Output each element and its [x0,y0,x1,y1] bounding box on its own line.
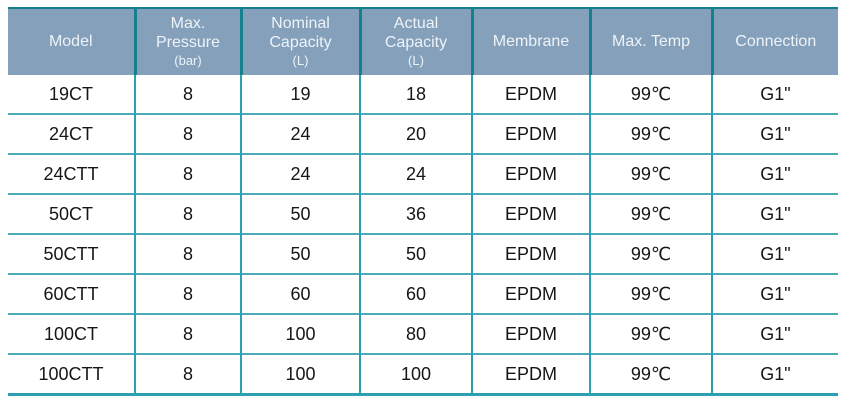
cell-nominal-capacity: 24 [241,153,361,194]
header-row: Model Max. Pressure (bar) Nominal Capacity (L)… [8,7,838,75]
table-body: 19CT 8 19 18 EPDM 99℃ G1" 24CT 8 24 20 EPDM 99℃ G1" 24… [8,75,838,396]
cell-membrane: EPDM [472,75,591,114]
cell-nominal-capacity: 50 [241,193,361,234]
cell-connection: G1" [712,273,838,314]
cell-max-temp: 99℃ [590,153,713,194]
column-header-title: Membrane [492,32,570,50]
cell-max-temp: 99℃ [590,353,713,396]
table-row: 50CTT 8 50 50 EPDM 99℃ G1" [8,233,838,274]
cell-nominal-capacity: 60 [241,273,361,314]
cell-actual-capacity: 60 [360,273,473,314]
table-header: Model Max. Pressure (bar) Nominal Capacity (L)… [8,7,838,75]
cell-max-temp: 99℃ [590,75,713,114]
cell-membrane: EPDM [472,353,591,396]
cell-max-temp: 99℃ [590,233,713,274]
cell-max-temp: 99℃ [590,193,713,234]
cell-membrane: EPDM [472,113,591,154]
cell-model: 19CT [8,75,136,114]
column-header-title: Capacity [269,34,332,52]
column-header-title: Max. [170,15,206,33]
column-header-title: Model [48,32,93,50]
column-header-membrane: Membrane [472,7,592,75]
cell-membrane: EPDM [472,233,591,274]
cell-connection: G1" [712,113,838,154]
spec-table-container: Model Max. Pressure (bar) Nominal Capacity (L)… [8,7,838,396]
cell-connection: G1" [712,353,838,396]
cell-max-temp: 99℃ [590,113,713,154]
cell-max-pressure: 8 [135,113,242,154]
cell-max-pressure: 8 [135,233,242,274]
cell-connection: G1" [712,193,838,234]
cell-connection: G1" [712,313,838,354]
cell-nominal-capacity: 50 [241,233,361,274]
table-row: 50CT 8 50 36 EPDM 99℃ G1" [8,193,838,234]
column-header-title: Pressure [155,34,221,52]
cell-max-pressure: 8 [135,353,242,396]
cell-model: 50CT [8,193,136,234]
table-row: 60CTT 8 60 60 EPDM 99℃ G1" [8,273,838,314]
column-header-unit: (bar) [174,52,202,68]
table-row: 100CT 8 100 80 EPDM 99℃ G1" [8,313,838,354]
column-header-unit: (L) [408,52,424,68]
cell-actual-capacity: 18 [360,75,473,114]
cell-membrane: EPDM [472,273,591,314]
table-row: 100CTT 8 100 100 EPDM 99℃ G1" [8,353,838,396]
cell-nominal-capacity: 19 [241,75,361,114]
column-header-connection: Connection [712,7,838,75]
cell-max-temp: 99℃ [590,313,713,354]
column-header-nominal-capacity: Nominal Capacity (L) [241,7,362,75]
table-row: 19CT 8 19 18 EPDM 99℃ G1" [8,75,838,114]
column-header-model: Model [8,7,137,75]
cell-actual-capacity: 24 [360,153,473,194]
cell-model: 24CT [8,113,136,154]
column-header-title: Connection [735,32,817,50]
cell-max-pressure: 8 [135,153,242,194]
cell-nominal-capacity: 100 [241,313,361,354]
column-header-max-temp: Max. Temp [590,7,714,75]
cell-max-pressure: 8 [135,193,242,234]
cell-model: 24CTT [8,153,136,194]
cell-model: 100CT [8,313,136,354]
cell-membrane: EPDM [472,193,591,234]
spec-table: Model Max. Pressure (bar) Nominal Capacity (L)… [8,7,838,396]
column-header-title: Capacity [384,34,448,52]
cell-connection: G1" [712,153,838,194]
column-header-max-pressure: Max. Pressure (bar) [135,7,243,75]
column-header-actual-capacity: Actual Capacity (L) [360,7,474,75]
cell-max-pressure: 8 [135,273,242,314]
cell-nominal-capacity: 100 [241,353,361,396]
cell-model: 50CTT [8,233,136,274]
column-header-title: Actual [393,15,439,33]
cell-membrane: EPDM [472,313,591,354]
cell-model: 100CTT [8,353,136,396]
cell-max-pressure: 8 [135,75,242,114]
cell-actual-capacity: 80 [360,313,473,354]
table-row: 24CTT 8 24 24 EPDM 99℃ G1" [8,153,838,194]
cell-actual-capacity: 36 [360,193,473,234]
cell-connection: G1" [712,233,838,274]
cell-max-pressure: 8 [135,313,242,354]
cell-model: 60CTT [8,273,136,314]
column-header-unit: (L) [292,52,309,68]
cell-nominal-capacity: 24 [241,113,361,154]
cell-max-temp: 99℃ [590,273,713,314]
cell-connection: G1" [712,75,838,114]
cell-actual-capacity: 20 [360,113,473,154]
column-header-title: Max. Temp [612,32,690,50]
table-row: 24CT 8 24 20 EPDM 99℃ G1" [8,113,838,154]
column-header-title: Nominal [271,15,330,33]
cell-actual-capacity: 100 [360,353,473,396]
cell-membrane: EPDM [472,153,591,194]
cell-actual-capacity: 50 [360,233,473,274]
